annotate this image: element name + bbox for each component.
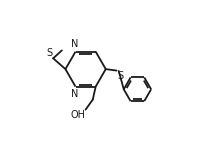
Text: OH: OH — [70, 110, 85, 120]
Text: N: N — [71, 39, 78, 49]
Text: S: S — [117, 71, 123, 81]
Text: S: S — [46, 48, 52, 58]
Text: N: N — [71, 89, 78, 99]
